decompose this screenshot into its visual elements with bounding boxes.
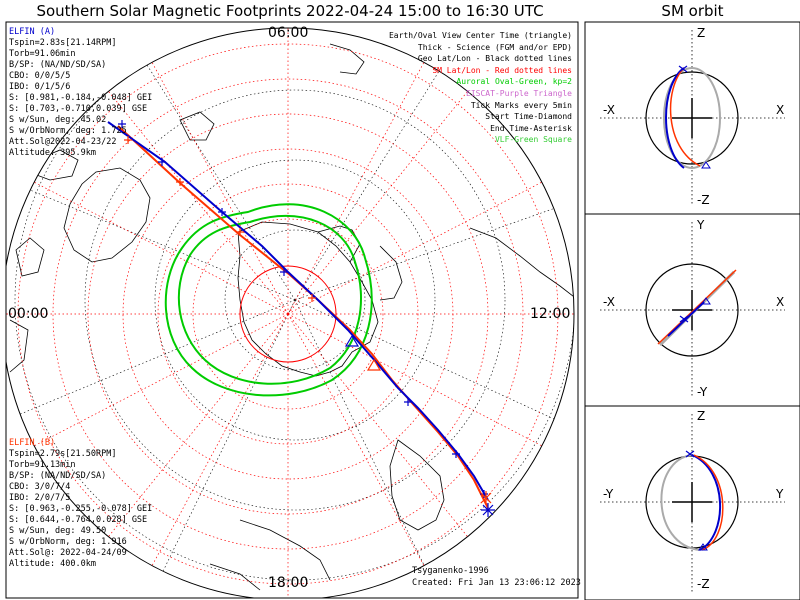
elfin-b-end-asterisk <box>480 491 492 505</box>
legend-entry: VLF-Green Square <box>494 135 572 145</box>
elfin-b-info-line: Torb=91.13min <box>9 460 76 470</box>
sm-orbit-panels <box>584 21 800 600</box>
legend-entry: Geo Lat/Lon - Black dotted lines <box>417 54 572 64</box>
sm-p1-top-label: Z <box>697 26 706 40</box>
sm-p3-left-label: -Y <box>603 487 614 501</box>
elfin-b-info-line: CBO: 3/0/7/4 <box>9 482 71 492</box>
elfin-b-track <box>117 125 489 509</box>
created-timestamp: Created: Fri Jan 13 23:06:12 2023 <box>412 578 581 588</box>
globe-edge <box>6 27 575 598</box>
elfin-b-info-line: S: [0.963,-0.255,-0.078] GEI <box>9 504 153 514</box>
map-legend: Earth/Oval View Center Time (triangle) Th… <box>389 30 572 146</box>
sm-p3-bottom-label: -Z <box>697 577 710 591</box>
sm-p2-left-label: -X <box>603 295 615 309</box>
elfin-b-name: ELFIN (B) <box>9 438 56 448</box>
coastlines <box>9 43 574 591</box>
sm-pole-circle <box>239 265 337 363</box>
sm-orbit-title: SM orbit <box>661 2 724 20</box>
elfin-b-ticks <box>124 136 316 302</box>
sm-p2-bottom-label: -Y <box>697 385 708 399</box>
sm-panel-2-content <box>600 222 785 398</box>
elfin-b-info-line: Att.Sol@: 2022-04-24/09 <box>9 548 127 558</box>
legend-entry: Start Time-Diamond <box>485 112 572 122</box>
sm-panel-3-content <box>600 414 785 592</box>
sm-p2-top-label: Y <box>697 218 705 232</box>
page-title: Southern Solar Magnetic Footprints 2022-… <box>36 2 544 20</box>
elfin-a-info-line: Torb=91.06min <box>9 49 76 59</box>
elfin-b-center-triangle <box>366 358 382 371</box>
elfin-b-info: ELFIN (B) Tspin=2.79s[21.50RPM] Torb=91.13… <box>9 438 152 570</box>
legend-entry: SM Lat/Lon - Red dotted lines <box>432 65 572 75</box>
clock-label-top: 06:00 <box>268 25 309 41</box>
elfin-a-center-triangle <box>344 334 360 347</box>
legend-entry: Earth/Oval View Center Time (triangle) <box>388 31 572 40</box>
elfin-a-info-line: Altitude: 395.9km <box>9 148 96 158</box>
clock-label-right: 12:00 <box>530 306 571 322</box>
sm-panel-1-content <box>600 30 785 205</box>
sm-p1-right-label: X <box>776 103 785 117</box>
elfin-b-info-line: S w/Sun, deg: 49.50 <box>9 526 107 536</box>
map-frame <box>5 21 579 599</box>
elfin-a-info: ELFIN (A) Tspin=2.83s[21.14RPM] Torb=91.06… <box>9 27 152 159</box>
elfin-b-info-line: Altitude: 400.0km <box>9 559 96 569</box>
elfin-b-info-line: Tspin=2.79s[21.50RPM] <box>9 449 117 459</box>
elfin-a-info-line: S w/OrbNorm, deg: 1.725 <box>9 126 127 136</box>
clock-label-left: 00:00 <box>8 306 49 322</box>
elfin-a-info-line: Att.Sol@2022-04-23/22 <box>9 137 117 147</box>
legend-entry: EISCAT-Purple Triangle <box>466 88 572 98</box>
elfin-a-info-line: IBO: 0/1/5/6 <box>9 82 71 92</box>
elfin-a-info-line: Tspin=2.83s[21.14RPM] <box>9 38 117 48</box>
legend-entry: Thick - Science (FGM and/or EPD) <box>417 42 572 52</box>
auroral-oval <box>164 203 373 397</box>
elfin-b-info-line: S w/OrbNorm, deg: 1.916 <box>9 537 127 547</box>
elfin-a-name: ELFIN (A) <box>9 27 56 37</box>
elfin-a-info-line: CBO: 0/0/5/5 <box>9 71 71 81</box>
elfin-a-info-line: S: [0.703,-0.710,0.039] GSE <box>9 104 148 114</box>
geo-grid <box>6 28 574 598</box>
clock-label-bottom: 18:00 <box>268 575 309 591</box>
model-label: Tsyganenko-1996 <box>412 566 489 576</box>
sm-p3-right-label: Y <box>776 487 784 501</box>
sm-p2-right-label: X <box>776 295 785 309</box>
legend-entry: End Time-Asterisk <box>490 123 572 133</box>
elfin-a-end-asterisk <box>481 503 495 517</box>
elfin-b-info-line: IBO: 2/0/7/5 <box>9 493 71 503</box>
elfin-a-info-line: S: [0.981,-0.184,-0.048] GEI <box>9 93 153 103</box>
sm-p3-top-label: Z <box>697 409 706 423</box>
south-america-outline <box>389 439 445 531</box>
elfin-a-info-line: B/SP: (NA/ND/SD/SA) <box>9 60 107 70</box>
legend-entry: Tick Marks every 5min <box>470 100 572 110</box>
sm-p1-left-label: -X <box>603 103 615 117</box>
elfin-b-info-line: B/SP: (NA/ND/SD/SA) <box>9 471 107 481</box>
sm-panel-yz <box>584 405 800 600</box>
elfin-a-track <box>107 121 489 501</box>
elfin-b-info-line: S: [0.644,-0.764,0.028] GSE <box>9 515 148 525</box>
australia-outline <box>63 167 151 263</box>
legend-entry: Auroral Oval-Green, kp=2 <box>456 77 572 87</box>
antarctica-outline <box>237 221 379 377</box>
sm-p1-bottom-label: -Z <box>697 193 710 207</box>
elfin-a-info-line: S w/Sun, deg: 45.02 <box>9 115 107 125</box>
